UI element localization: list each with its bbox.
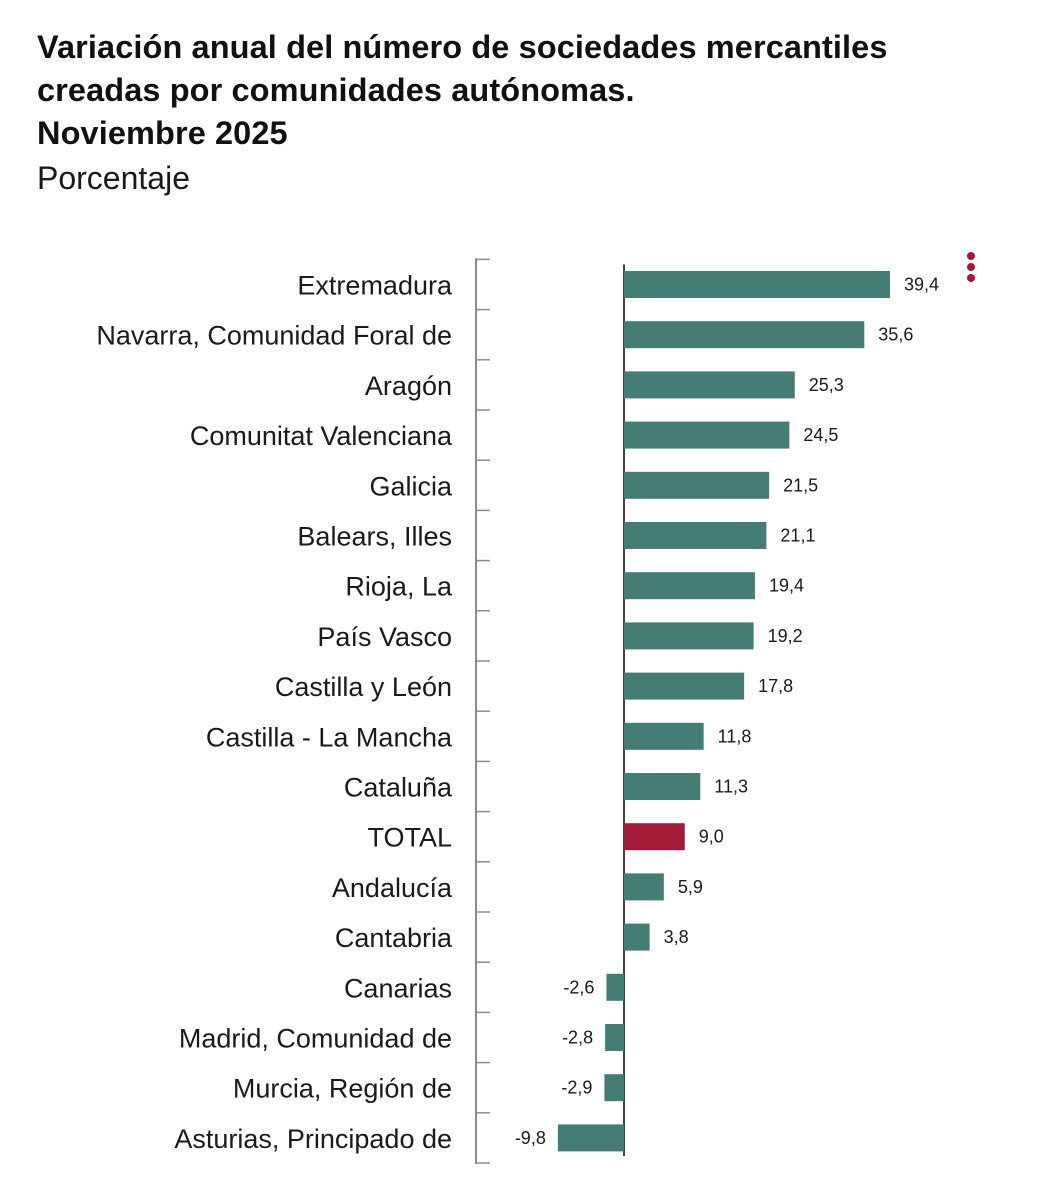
category-label: Andalucía [332, 873, 453, 903]
menu-dot [967, 252, 975, 260]
value-label: 19,4 [769, 576, 804, 596]
category-label: Galicia [369, 471, 453, 501]
chart-header: Variación anual del número de sociedades… [37, 26, 1027, 200]
chart-title-line-3: Noviembre 2025 [37, 115, 288, 151]
category-label: Cantabria [335, 923, 453, 953]
bar [624, 672, 745, 700]
category-label: Canarias [344, 973, 452, 1003]
labels-layer: Extremadura 39,4 Navarra, Comunidad Foral … [96, 271, 939, 1154]
category-label: Comunitat Valenciana [190, 421, 453, 451]
category-label: Aragón [365, 371, 452, 401]
category-label: TOTAL [367, 823, 452, 853]
bar [605, 1024, 624, 1051]
value-label: 24,5 [803, 425, 838, 445]
value-label: -2,8 [562, 1028, 593, 1048]
value-label: 21,1 [780, 526, 815, 546]
bar-total [624, 823, 685, 851]
bar [624, 873, 664, 901]
category-label: Rioja, La [345, 572, 453, 602]
chart-subtitle: Porcentaje [37, 160, 190, 196]
bar [624, 371, 795, 399]
category-label: Castilla y León [275, 672, 452, 702]
bars-layer [557, 271, 890, 1152]
value-label: 5,9 [678, 877, 703, 897]
category-label: Balears, Illes [297, 522, 452, 552]
bar [604, 1074, 624, 1102]
bar [624, 522, 767, 549]
value-label: -2,6 [563, 977, 594, 997]
value-label: 21,5 [783, 475, 818, 495]
vertical-dots-icon[interactable] [964, 252, 978, 284]
value-label: 9,0 [699, 827, 724, 847]
value-label: 25,3 [809, 375, 844, 395]
bar [624, 421, 790, 449]
category-label: Extremadura [297, 271, 453, 301]
category-label: País Vasco [317, 622, 452, 652]
value-label: 19,2 [768, 626, 803, 646]
menu-dot [967, 263, 975, 271]
bar [624, 321, 865, 349]
category-label: Madrid, Comunidad de [179, 1024, 452, 1054]
bar [606, 973, 624, 1001]
bar [557, 1124, 624, 1152]
category-label: Navarra, Comunidad Foral de [96, 321, 452, 351]
bar [624, 773, 701, 800]
value-label: 11,8 [718, 726, 752, 746]
value-label: 3,8 [664, 927, 689, 947]
bar [624, 923, 650, 951]
category-label: Castilla - La Mancha [206, 722, 453, 752]
value-label: 39,4 [904, 275, 939, 295]
value-label: -2,9 [561, 1078, 592, 1098]
category-label: Asturias, Principado de [174, 1124, 452, 1154]
value-label: 35,6 [878, 325, 913, 345]
value-label: -9,8 [515, 1128, 546, 1148]
axis-layer [475, 258, 625, 1164]
bar [624, 622, 754, 650]
category-label: Cataluña [344, 773, 453, 803]
chart-title-line-2: creadas por comunidades autónomas. [37, 72, 635, 108]
value-label: 11,3 [714, 777, 748, 797]
category-label: Murcia, Región de [233, 1074, 452, 1104]
bar [624, 572, 755, 600]
bar [624, 471, 770, 499]
chart-title-line-1: Variación anual del número de sociedades… [37, 29, 888, 65]
bar [624, 722, 704, 750]
menu-dot [967, 274, 975, 282]
value-label: 17,8 [758, 676, 793, 696]
bar [624, 271, 890, 298]
